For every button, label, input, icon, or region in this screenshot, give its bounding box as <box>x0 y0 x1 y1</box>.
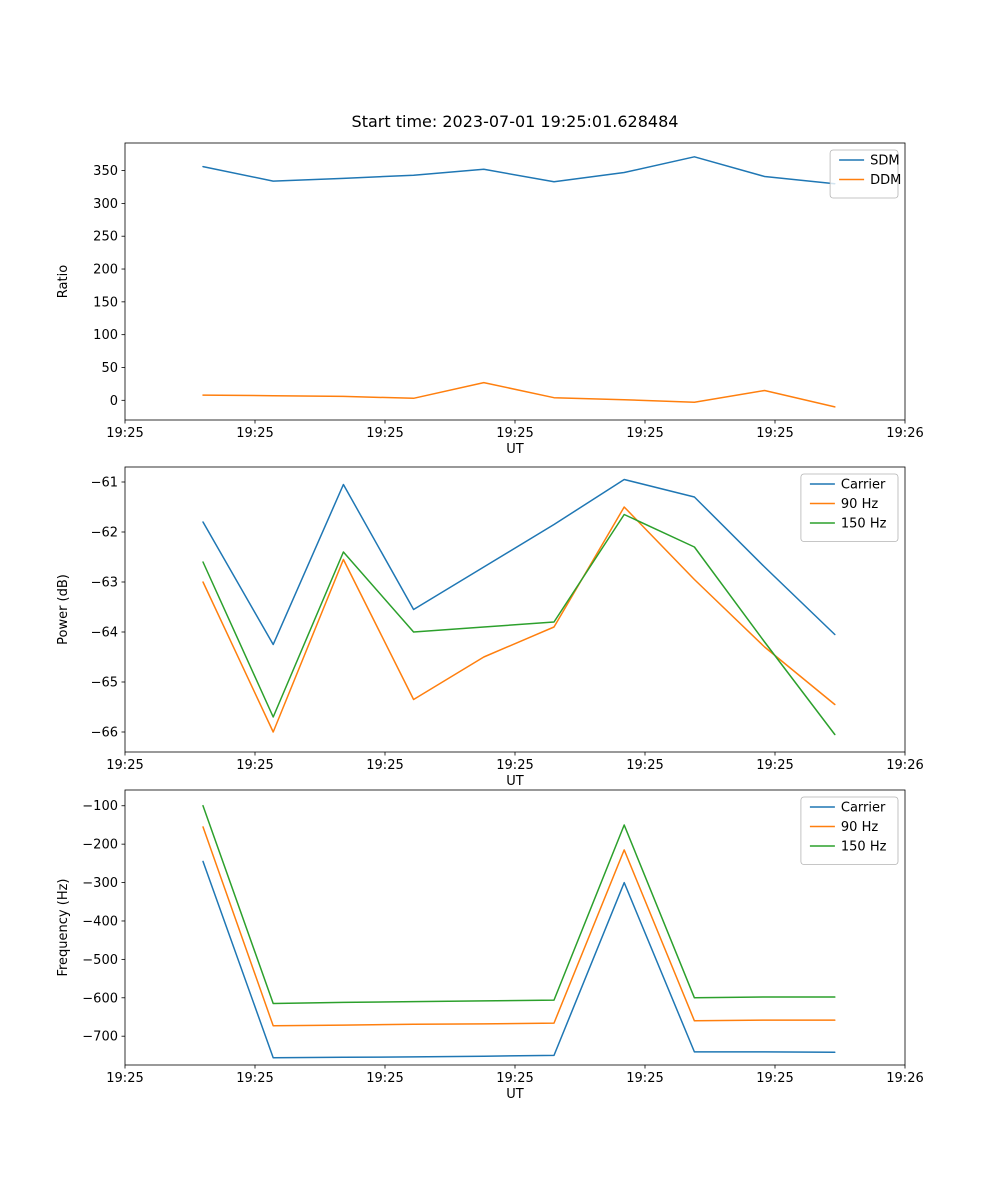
x-tick-label: 19:25 <box>366 1071 403 1086</box>
y-tick-label: −300 <box>82 876 118 891</box>
y-axis-label: Power (dB) <box>56 574 71 645</box>
y-tick-label: −700 <box>82 1030 118 1045</box>
legend-label-150-hz: 150 Hz <box>841 517 887 532</box>
y-tick-label: −600 <box>82 991 118 1006</box>
legend-label-carrier: Carrier <box>841 801 886 816</box>
legend-label-sdm: SDM <box>870 154 899 169</box>
legend-label-150-hz: 150 Hz <box>841 840 887 855</box>
y-tick-label: −64 <box>91 626 118 641</box>
plot-frame <box>124 142 906 421</box>
x-tick-label: 19:25 <box>626 1071 663 1086</box>
x-tick-label: 19:25 <box>756 426 793 441</box>
x-tick-label: 19:25 <box>366 758 403 773</box>
x-tick-label: 19:25 <box>756 758 793 773</box>
x-tick-label: 19:25 <box>496 426 533 441</box>
y-tick-label: 0 <box>110 394 118 409</box>
x-tick-label: 19:25 <box>756 1071 793 1086</box>
x-tick-label: 19:26 <box>886 1071 923 1086</box>
series-line-90-hz <box>202 826 836 1027</box>
series-line-150-hz <box>202 804 836 1005</box>
y-tick-label: 50 <box>101 361 118 376</box>
legend-label-90-hz: 90 Hz <box>841 820 878 835</box>
legend-label-90-hz: 90 Hz <box>841 497 878 512</box>
x-tick-label: 19:25 <box>496 758 533 773</box>
x-tick-label: 19:26 <box>886 758 923 773</box>
figure-title: Start time: 2023-07-01 19:25:01.628484 <box>351 112 679 131</box>
x-tick-label: 19:25 <box>106 1071 143 1086</box>
y-tick-label: 150 <box>93 295 118 310</box>
x-axis-label: UT <box>506 1087 524 1102</box>
x-tick-label: 19:25 <box>236 758 273 773</box>
x-tick-label: 19:25 <box>626 758 663 773</box>
legend-box <box>800 473 899 542</box>
legend-label-ddm: DDM <box>870 173 901 188</box>
y-axis-label: Ratio <box>56 265 71 298</box>
x-tick-label: 19:25 <box>106 426 143 441</box>
y-tick-label: −500 <box>82 953 118 968</box>
legend-box <box>800 796 899 865</box>
y-tick-label: −61 <box>91 476 118 491</box>
y-tick-label: −100 <box>82 799 118 814</box>
series-line-carrier <box>202 860 836 1059</box>
x-axis-label: UT <box>506 774 524 789</box>
y-axis-label: Frequency (Hz) <box>56 878 71 976</box>
y-tick-label: −66 <box>91 726 118 741</box>
x-tick-label: 19:26 <box>886 426 923 441</box>
legend-box <box>829 149 899 199</box>
series-line-carrier <box>202 478 836 646</box>
x-tick-label: 19:25 <box>236 1071 273 1086</box>
series-line-150-hz <box>202 513 836 736</box>
series-line-ddm <box>202 381 836 408</box>
x-tick-label: 19:25 <box>106 758 143 773</box>
y-tick-label: −62 <box>91 526 118 541</box>
plot-frame <box>124 466 906 753</box>
y-tick-label: 350 <box>93 164 118 179</box>
y-tick-label: 100 <box>93 328 118 343</box>
y-tick-label: 250 <box>93 230 118 245</box>
y-tick-label: 300 <box>93 197 118 212</box>
x-axis-label: UT <box>506 442 524 457</box>
legend-label-carrier: Carrier <box>841 478 886 493</box>
y-tick-label: −200 <box>82 838 118 853</box>
x-tick-label: 19:25 <box>236 426 273 441</box>
y-tick-label: −400 <box>82 914 118 929</box>
x-tick-label: 19:25 <box>496 1071 533 1086</box>
y-tick-label: 200 <box>93 263 118 278</box>
y-tick-label: −63 <box>91 576 118 591</box>
series-line-90-hz <box>202 506 836 733</box>
x-tick-label: 19:25 <box>366 426 403 441</box>
series-line-sdm <box>202 156 836 185</box>
y-tick-label: −65 <box>91 676 118 691</box>
x-tick-label: 19:25 <box>626 426 663 441</box>
